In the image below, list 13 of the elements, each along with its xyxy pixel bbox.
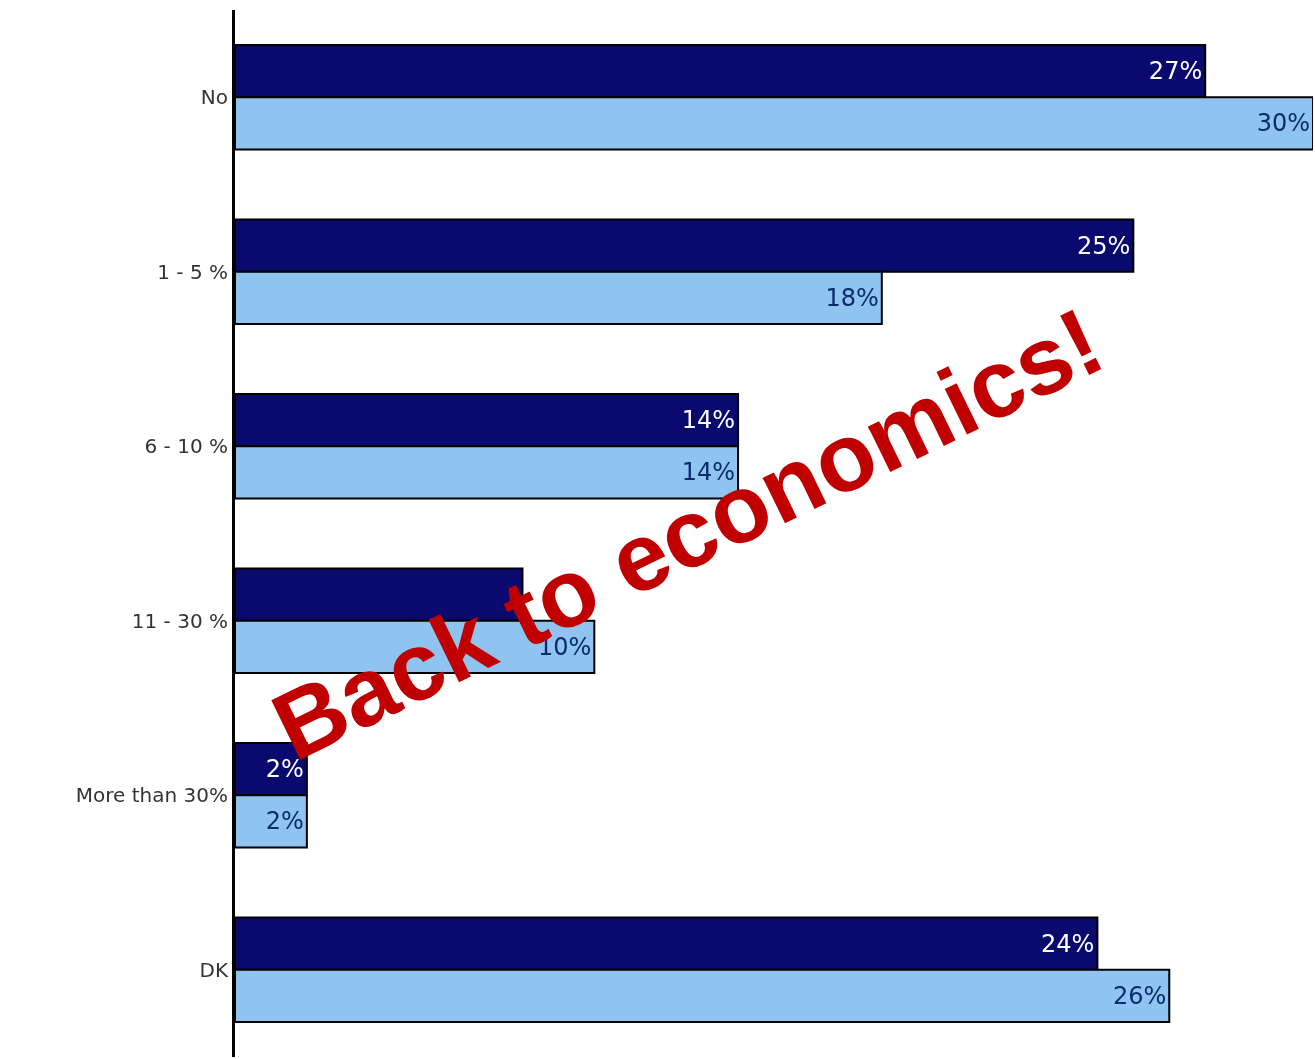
data-label: 27%	[1148, 57, 1203, 86]
data-label: 30%	[1256, 109, 1310, 138]
y-tick-label: 6 - 10 %	[144, 434, 228, 459]
data-label: 26%	[1112, 981, 1167, 1010]
y-tick-label: DK	[199, 957, 229, 982]
y-tick-label: No	[200, 85, 228, 110]
data-label: 2%	[265, 807, 304, 836]
y-tick-label: More than 30%	[75, 783, 228, 808]
data-label: 25%	[1076, 231, 1131, 260]
data-label: 24%	[1041, 929, 1095, 958]
y-tick-label: 11 - 30 %	[131, 608, 228, 633]
data-label: 18%	[825, 283, 879, 312]
y-tick-label: 1 - 5 %	[157, 259, 228, 284]
